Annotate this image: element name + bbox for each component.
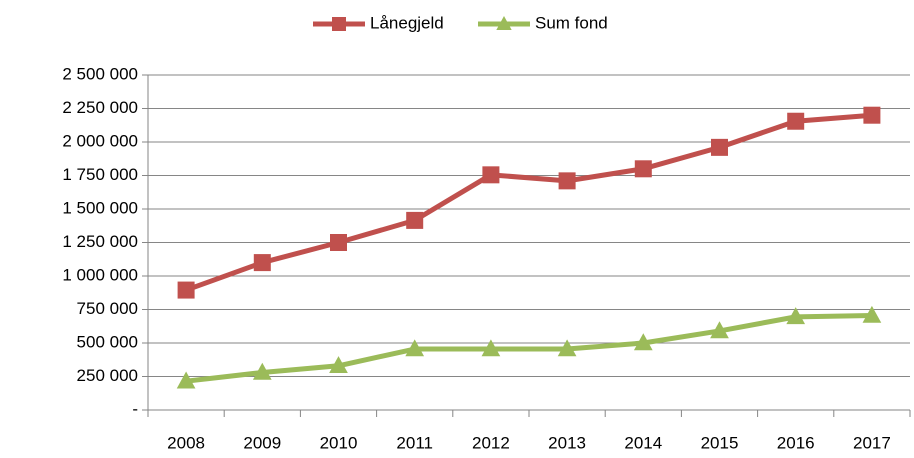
data-point: [558, 172, 576, 190]
data-point: [482, 166, 500, 184]
series-line: [185, 313, 872, 384]
legend-label: Sum fond: [535, 13, 608, 32]
data-point: [481, 339, 501, 357]
data-point: [710, 321, 729, 339]
data-point: [862, 305, 882, 323]
data-point: [634, 160, 652, 178]
data-point: [406, 211, 424, 229]
x-tick-label: 2015: [701, 433, 739, 452]
y-tick-label: 2 500 000: [62, 64, 138, 83]
data-point: [863, 106, 881, 124]
legend-marker: [332, 17, 346, 31]
data-point: [177, 281, 195, 299]
y-tick-label: -: [132, 399, 138, 418]
y-tick-label: 500 000: [77, 332, 138, 351]
x-tick-label: 2014: [624, 433, 662, 452]
legend-label: Lånegjeld: [370, 13, 444, 32]
y-tick-label: 250 000: [77, 366, 138, 385]
data-point: [329, 356, 348, 374]
x-tick-label: 2017: [853, 433, 891, 452]
data-point: [405, 339, 425, 357]
data-point: [330, 234, 347, 251]
x-tick-label: 2016: [777, 433, 815, 452]
x-tick-label: 2008: [167, 433, 205, 452]
data-point: [711, 138, 728, 156]
y-tick-label: 2 250 000: [62, 98, 138, 117]
data-point: [633, 333, 653, 351]
y-tick-label: 2 000 000: [62, 131, 138, 150]
data-point: [557, 339, 577, 357]
x-tick-label: 2010: [320, 433, 358, 452]
y-tick-label: 750 000: [77, 299, 138, 318]
y-tick-label: 1 750 000: [62, 165, 138, 184]
data-point: [176, 371, 196, 389]
y-tick-label: 1 250 000: [62, 232, 138, 251]
data-point: [252, 362, 272, 380]
y-tick-label: 1 500 000: [62, 198, 138, 217]
data-point: [253, 254, 271, 272]
x-tick-label: 2011: [396, 433, 433, 452]
x-tick-label: 2012: [472, 433, 510, 452]
y-tick-label: 1 000 000: [62, 265, 138, 284]
data-point: [786, 307, 806, 325]
series-line: [185, 112, 873, 293]
data-point: [787, 112, 805, 130]
x-tick-label: 2013: [548, 433, 586, 452]
x-tick-label: 2009: [243, 433, 281, 452]
legend-marker: [496, 16, 512, 30]
